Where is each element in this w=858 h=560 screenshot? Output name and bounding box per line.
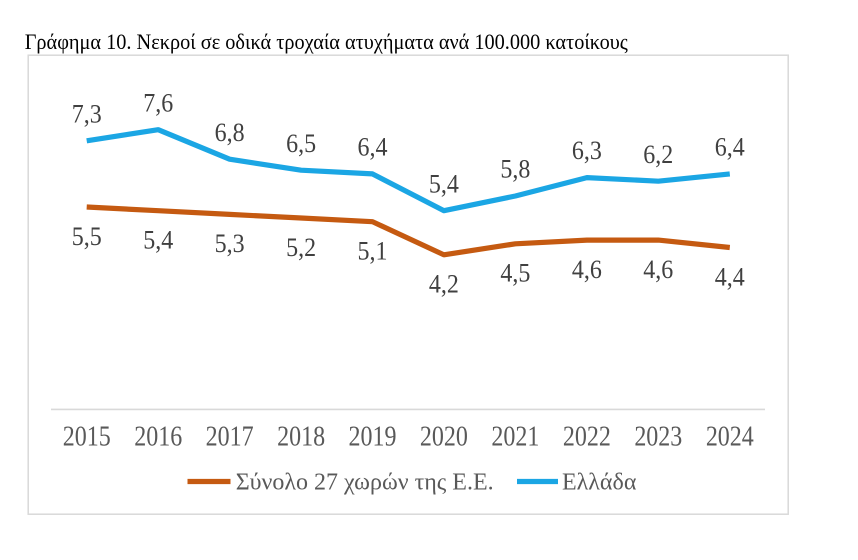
svg-text:7,3: 7,3 bbox=[72, 100, 102, 128]
svg-text:2022: 2022 bbox=[563, 421, 611, 452]
svg-text:2016: 2016 bbox=[134, 421, 182, 452]
svg-text:7,6: 7,6 bbox=[143, 89, 173, 117]
svg-text:5,3: 5,3 bbox=[215, 230, 245, 258]
svg-text:4,6: 4,6 bbox=[572, 256, 602, 284]
svg-text:6,2: 6,2 bbox=[643, 141, 673, 169]
svg-text:4,5: 4,5 bbox=[500, 260, 530, 288]
svg-text:2024: 2024 bbox=[706, 421, 754, 452]
svg-text:4,6: 4,6 bbox=[643, 256, 673, 284]
svg-text:6,4: 6,4 bbox=[358, 134, 388, 162]
svg-text:2015: 2015 bbox=[63, 421, 111, 452]
svg-text:6,8: 6,8 bbox=[215, 119, 245, 147]
svg-text:6,4: 6,4 bbox=[715, 134, 745, 162]
svg-text:4,4: 4,4 bbox=[715, 263, 745, 291]
svg-text:4,2: 4,2 bbox=[429, 271, 459, 299]
svg-text:2018: 2018 bbox=[277, 421, 325, 452]
svg-text:Ελλάδα: Ελλάδα bbox=[562, 470, 637, 496]
svg-text:2021: 2021 bbox=[491, 421, 539, 452]
svg-text:5,4: 5,4 bbox=[429, 170, 459, 198]
svg-text:Γράφημα 10. Νεκροί σε οδικά τρ: Γράφημα 10. Νεκροί σε οδικά τροχαία ατυχ… bbox=[25, 29, 629, 54]
svg-text:5,8: 5,8 bbox=[500, 156, 530, 184]
svg-text:6,3: 6,3 bbox=[572, 137, 602, 165]
svg-text:5,1: 5,1 bbox=[358, 238, 388, 266]
svg-text:6,5: 6,5 bbox=[286, 130, 316, 158]
svg-text:5,5: 5,5 bbox=[72, 223, 102, 251]
svg-text:2020: 2020 bbox=[420, 421, 468, 452]
svg-text:Σύνολο 27 χωρών της Ε.Ε.: Σύνολο 27 χωρών της Ε.Ε. bbox=[236, 470, 494, 496]
svg-text:2019: 2019 bbox=[349, 421, 397, 452]
svg-text:2017: 2017 bbox=[206, 421, 254, 452]
svg-text:5,4: 5,4 bbox=[143, 227, 173, 255]
svg-text:2023: 2023 bbox=[634, 421, 682, 452]
svg-text:5,2: 5,2 bbox=[286, 234, 316, 262]
